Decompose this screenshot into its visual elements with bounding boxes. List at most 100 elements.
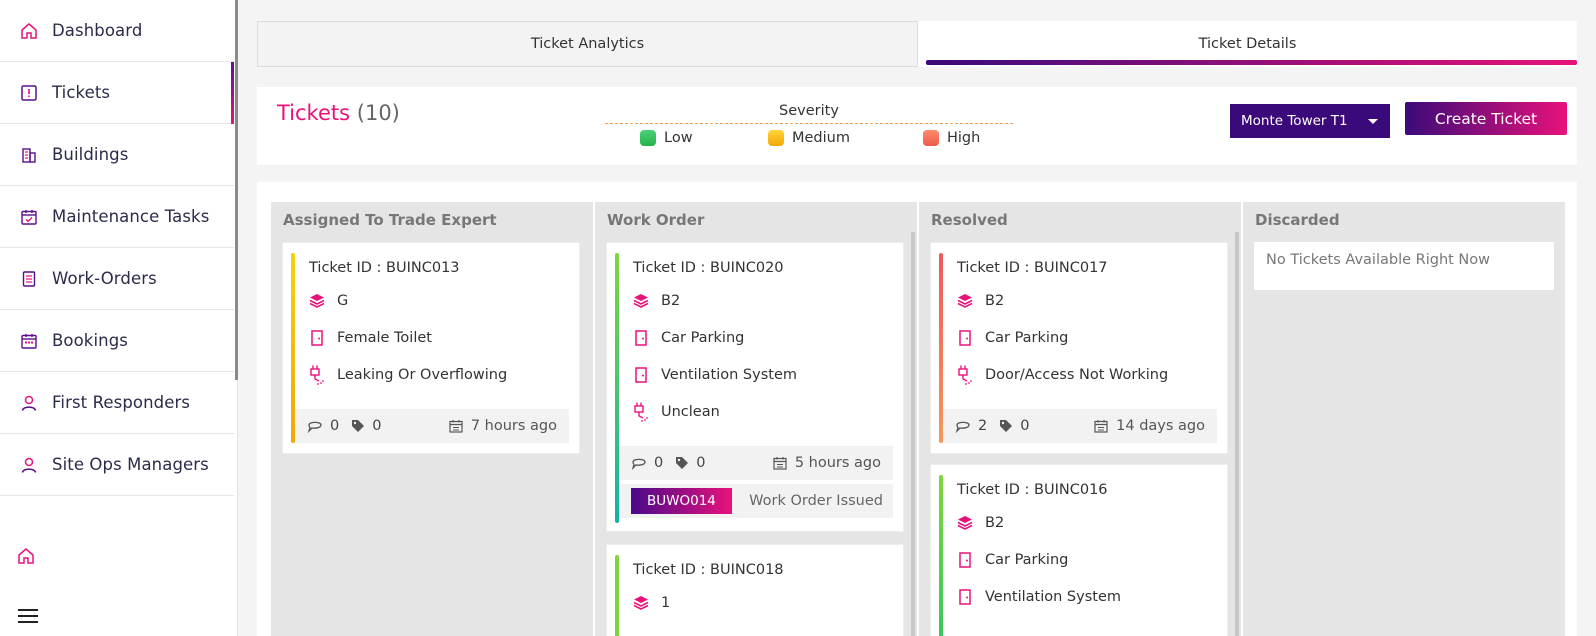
ticket-issue-text: Leaking Or Overflowing: [337, 367, 508, 383]
severity-bar: [291, 253, 295, 443]
comments-count: 0: [631, 455, 663, 471]
ticket-floor: B2: [631, 291, 680, 311]
medium-dot-icon: [768, 130, 784, 146]
tags-count: 0: [999, 418, 1029, 434]
plug-icon: [307, 365, 327, 385]
ticket-area-text: Female Toilet: [337, 330, 432, 346]
ticket-card[interactable]: Ticket ID : BUINC017 B2 Car Parking Door…: [930, 242, 1228, 454]
ticket-floor: 1: [631, 593, 670, 613]
sidebar-item-label: Work-Orders: [52, 269, 157, 288]
ticket-time: 7 hours ago: [449, 418, 557, 434]
sidebar-item-label: Site Ops Managers: [52, 455, 209, 474]
ticket-card[interactable]: Ticket ID : BUINC016 B2 Car Parking Vent…: [930, 464, 1228, 636]
sidebar-item-label: Bookings: [52, 331, 128, 350]
severity-legend: Severity Low Medium High: [605, 103, 1013, 150]
hamburger-menu-icon[interactable]: [18, 609, 38, 625]
sidebar-item-buildings[interactable]: Buildings: [0, 124, 234, 186]
ticket-issue: Leaking Or Overflowing: [307, 365, 507, 385]
column-work-order: Work Order Ticket ID : BUINC020 B2 Car P…: [595, 202, 917, 636]
ticket-card[interactable]: Ticket ID : BUINC013 G Female Toilet Lea…: [282, 242, 580, 454]
ticket-time-text: 7 hours ago: [470, 418, 557, 434]
door-icon: [955, 587, 975, 607]
ticket-floor-text: B2: [661, 293, 681, 309]
ticket-count: (10): [356, 101, 400, 125]
sidebar-item-site-ops-managers[interactable]: Site Ops Managers: [0, 434, 234, 496]
door-icon: [955, 550, 975, 570]
layers-icon: [955, 513, 975, 533]
severity-low: Low: [640, 130, 693, 146]
column-title: Work Order: [607, 211, 705, 229]
sidebar-scrollbar[interactable]: [235, 0, 238, 380]
sidebar-item-first-responders[interactable]: First Responders: [0, 372, 234, 434]
sidebar-item-label: Dashboard: [52, 21, 143, 40]
tab-ticket-details[interactable]: Ticket Details: [918, 21, 1577, 67]
ticket-area-text: Car Parking: [985, 552, 1069, 568]
sidebar: Dashboard Tickets Buildings Maintenance …: [0, 0, 238, 636]
column-resolved: Resolved Ticket ID : BUINC017 B2 Car Par…: [919, 202, 1241, 636]
sidebar-item-tickets[interactable]: Tickets: [0, 62, 234, 124]
door-icon: [631, 328, 651, 348]
ticket-footer: 0 0 5 hours ago: [619, 446, 893, 480]
ticket-issue: Unclean: [631, 402, 720, 422]
ticket-footer: 2 0 14 days ago: [943, 409, 1217, 443]
ticket-footer: 0 0 7 hours ago: [295, 409, 569, 443]
ticket-floor: G: [307, 291, 348, 311]
document-icon: [18, 268, 40, 290]
ticket-card[interactable]: Ticket ID : BUINC020 B2 Car Parking Vent…: [606, 242, 904, 532]
ticket-issue: Door/Access Not Working: [955, 365, 1168, 385]
create-ticket-button[interactable]: Create Ticket: [1405, 102, 1567, 135]
ticket-floor-text: G: [337, 293, 349, 309]
user-icon: [18, 454, 40, 476]
work-order-badge[interactable]: BUWO014: [631, 488, 732, 514]
column-scrollbar[interactable]: [911, 232, 915, 636]
tags-count: 0: [675, 455, 705, 471]
ticket-floor-text: B2: [985, 293, 1005, 309]
door-icon: [955, 328, 975, 348]
ticket-area-text: Car Parking: [985, 330, 1069, 346]
sidebar-item-maintenance-tasks[interactable]: Maintenance Tasks: [0, 186, 234, 248]
comments-icon: [307, 421, 322, 433]
sidebar-item-label: First Responders: [52, 393, 191, 412]
severity-bar: [939, 475, 943, 636]
comments-count: 2: [955, 418, 987, 434]
severity-medium-label: Medium: [792, 130, 850, 146]
sidebar-item-label: Tickets: [52, 83, 111, 102]
layers-icon: [955, 291, 975, 311]
location-select-value: Monte Tower T1: [1241, 113, 1348, 129]
tag-icon: [676, 457, 689, 469]
ticket-issue-text: Door/Access Not Working: [985, 367, 1169, 383]
sidebar-item-dashboard[interactable]: Dashboard: [0, 0, 234, 62]
severity-label: Severity: [605, 103, 1013, 124]
sidebar-item-bookings[interactable]: Bookings: [0, 310, 234, 372]
tags-count: 0: [351, 418, 381, 434]
column-title: Discarded: [1255, 211, 1340, 229]
ticket-floor-text: B2: [985, 515, 1005, 531]
ticket-card[interactable]: Ticket ID : BUINC018 1: [606, 544, 904, 636]
ticket-asset: Ventilation System: [955, 587, 1121, 607]
low-dot-icon: [640, 130, 656, 146]
home-icon: [18, 20, 40, 42]
column-scrollbar[interactable]: [1235, 232, 1239, 636]
empty-message: No Tickets Available Right Now: [1254, 242, 1554, 290]
ticket-asset-text: Ventilation System: [985, 589, 1121, 605]
comments-count: 0: [307, 418, 339, 434]
severity-bar: [615, 555, 619, 636]
comments-count-text: 0: [330, 418, 340, 434]
sidebar-item-work-orders[interactable]: Work-Orders: [0, 248, 234, 310]
column-title: Assigned To Trade Expert: [283, 211, 497, 229]
location-select[interactable]: Monte Tower T1: [1230, 104, 1390, 138]
door-icon: [631, 365, 651, 385]
column-title: Resolved: [931, 211, 1008, 229]
view-tabs: Ticket Analytics Ticket Details: [257, 21, 1577, 67]
page-title-text: Tickets: [277, 101, 351, 125]
tags-count-text: 0: [372, 418, 382, 434]
tab-ticket-analytics[interactable]: Ticket Analytics: [257, 21, 918, 67]
calendar-icon: [18, 330, 40, 352]
ticket-time-text: 5 hours ago: [794, 455, 881, 471]
work-order-status: Work Order Issued: [749, 493, 883, 509]
ticket-asset: Ventilation System: [631, 365, 797, 385]
ticket-id: Ticket ID : BUINC016: [957, 482, 1108, 498]
home-icon[interactable]: [17, 547, 37, 567]
work-order-row: BUWO014 Work Order Issued: [619, 484, 893, 518]
